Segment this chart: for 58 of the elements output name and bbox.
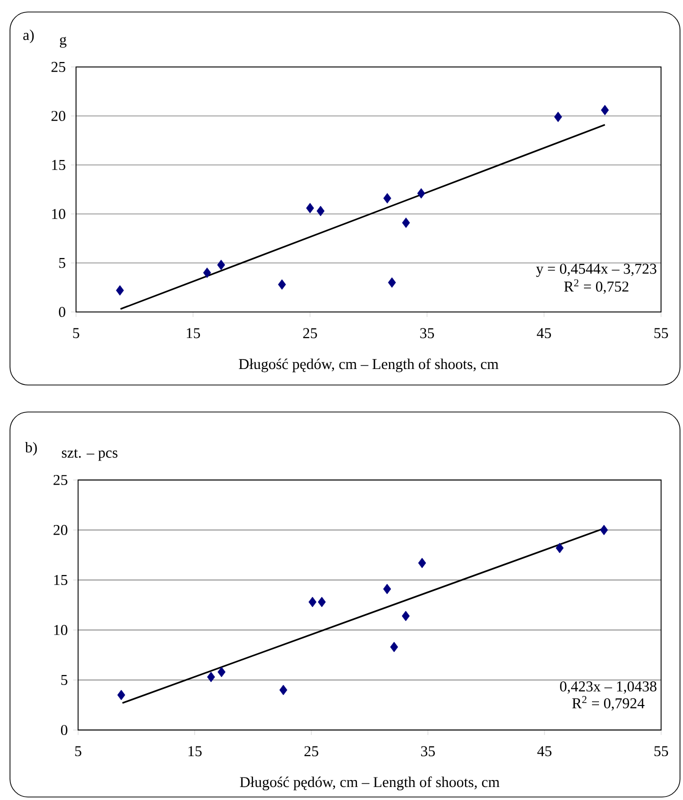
point <box>203 268 212 278</box>
point <box>318 596 326 608</box>
x-axis-title: Długość pędów, cm – Length of shoots, cm <box>238 358 498 372</box>
point <box>279 684 288 696</box>
x-tick-label: 15 <box>188 746 202 756</box>
x-tick-label: 25 <box>303 328 317 338</box>
y-axis-title: g <box>60 36 66 48</box>
x-axis-title: Długość pędów, cm – Length of shoots, cm <box>240 776 500 790</box>
annotation: 0,423x – 1,0438 <box>560 681 656 694</box>
x-tick-label: 55 <box>654 746 668 756</box>
point <box>600 524 608 536</box>
point <box>383 193 392 204</box>
point <box>116 285 124 296</box>
y-tick-label: 5 <box>59 258 66 268</box>
point <box>278 279 286 290</box>
x-tick-label: 15 <box>186 328 200 338</box>
y-tick-label: 15 <box>54 574 68 586</box>
x-tick-label: 25 <box>304 746 318 756</box>
point <box>554 112 562 122</box>
point <box>306 202 314 214</box>
y-tick-label: 20 <box>54 524 68 536</box>
point <box>308 596 316 608</box>
point <box>383 584 392 594</box>
point <box>402 218 410 228</box>
x-tick-label: 35 <box>420 328 434 338</box>
x-tick-label: 45 <box>536 328 551 338</box>
point <box>217 260 226 270</box>
annotation: R$^{2}$ = 0,7924 <box>572 696 644 711</box>
point <box>417 188 426 199</box>
x-tick-label: 55 <box>654 328 668 338</box>
point <box>117 690 126 700</box>
x-tick-label: 45 <box>537 746 552 756</box>
y-tick-label: 20 <box>52 110 66 122</box>
point <box>207 672 215 682</box>
y-tick-label: 25 <box>54 474 68 486</box>
point <box>316 206 325 216</box>
y-tick-label: 10 <box>52 208 66 220</box>
x-tick-label: 35 <box>421 746 435 756</box>
x-tick-label: 5 <box>73 328 80 338</box>
y-tick-label: 10 <box>54 624 68 636</box>
point <box>390 642 398 652</box>
y-tick-label: 0 <box>60 724 68 736</box>
y-tick-label: 15 <box>52 160 66 170</box>
y-tick-label: 0 <box>58 306 66 318</box>
x-tick-label: 5 <box>75 746 82 756</box>
point <box>556 542 564 554</box>
annotation: R$^{2}$ = 0,752 <box>564 279 628 294</box>
y-tick-label: 5 <box>61 675 68 685</box>
y-axis-title: szt. – pcs <box>62 449 118 461</box>
point <box>218 666 226 678</box>
text: b) <box>25 442 37 456</box>
annotation: y = 0,4544x – 3,723 <box>536 264 656 277</box>
point <box>600 104 609 116</box>
point <box>388 277 396 288</box>
point <box>402 610 410 622</box>
text: a) <box>23 30 34 44</box>
y-tick-label: 25 <box>52 62 66 72</box>
point <box>418 558 426 568</box>
